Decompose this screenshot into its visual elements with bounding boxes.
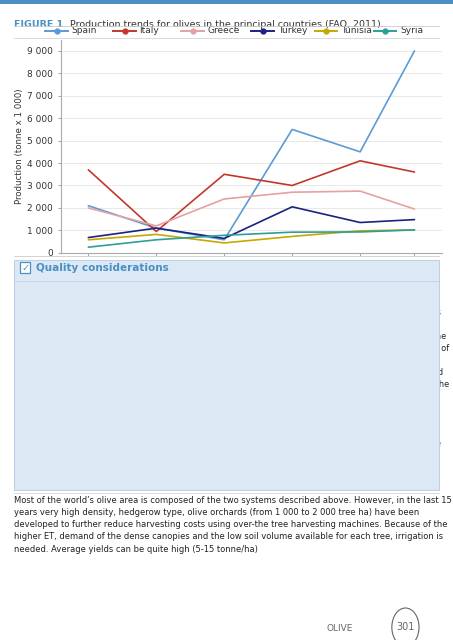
- Text: Quality considerations: Quality considerations: [36, 262, 169, 273]
- Text: Most of the world’s olive area is composed of the two systems described above. H: Most of the world’s olive area is compos…: [14, 496, 451, 554]
- Text: FIGURE 1: FIGURE 1: [14, 20, 63, 29]
- Y-axis label: Production (tonne x 1 000): Production (tonne x 1 000): [15, 88, 24, 204]
- Text: Italy: Italy: [140, 26, 159, 35]
- Text: Of the several categories of olive oils, defined according by the European Union: Of the several categories of olive oils,…: [18, 284, 449, 460]
- Text: Greece: Greece: [207, 26, 240, 35]
- Text: Turkey: Turkey: [278, 26, 307, 35]
- Text: 301: 301: [396, 622, 414, 632]
- Text: Tunisia: Tunisia: [341, 26, 372, 35]
- Text: Production trends for olives in the principal countries (FAO, 2011).: Production trends for olives in the prin…: [61, 20, 384, 29]
- Text: Spain: Spain: [72, 26, 97, 35]
- Text: ✓: ✓: [21, 262, 29, 273]
- Text: OLIVE: OLIVE: [326, 624, 352, 633]
- Text: Syria: Syria: [400, 26, 423, 35]
